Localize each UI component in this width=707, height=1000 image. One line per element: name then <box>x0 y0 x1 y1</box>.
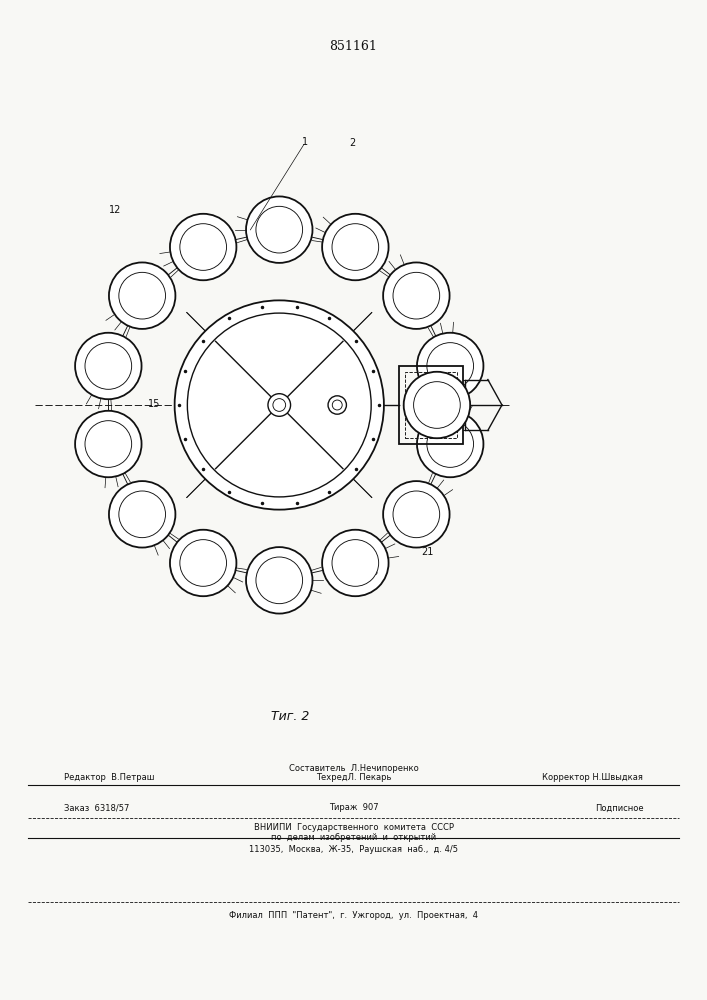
Text: ВНИИПИ  Государственного  комитета  СССР: ВНИИПИ Государственного комитета СССР <box>254 824 453 832</box>
Text: 851161: 851161 <box>329 40 378 53</box>
Circle shape <box>175 300 384 510</box>
Circle shape <box>414 382 460 428</box>
Text: 15: 15 <box>148 399 160 409</box>
Circle shape <box>427 421 474 467</box>
Text: 113035,  Москва,  Ж-35,  Раушская  наб.,  д. 4/5: 113035, Москва, Ж-35, Раушская наб., д. … <box>249 844 458 854</box>
Circle shape <box>322 214 389 280</box>
Circle shape <box>273 399 286 411</box>
Circle shape <box>393 491 440 538</box>
Text: 1: 1 <box>303 137 308 147</box>
Circle shape <box>119 272 165 319</box>
Bar <box>399 366 463 444</box>
Circle shape <box>328 396 346 414</box>
Text: Редактор  В.Петраш: Редактор В.Петраш <box>64 773 154 782</box>
Circle shape <box>322 530 389 596</box>
Circle shape <box>404 372 470 438</box>
Circle shape <box>383 481 450 548</box>
Circle shape <box>109 481 175 548</box>
Circle shape <box>393 272 440 319</box>
Text: Подписное: Подписное <box>595 804 643 812</box>
Circle shape <box>256 206 303 253</box>
Text: Τиг. 2: Τиг. 2 <box>271 710 309 723</box>
Circle shape <box>170 530 236 596</box>
Circle shape <box>332 224 379 270</box>
Circle shape <box>119 491 165 538</box>
Text: ТехредЛ. Пекарь: ТехредЛ. Пекарь <box>316 773 391 782</box>
Text: Филиал  ППП  "Патент",  г.  Ужгород,  ул.  Проектная,  4: Филиал ППП "Патент", г. Ужгород, ул. Про… <box>229 910 478 920</box>
Circle shape <box>332 540 379 586</box>
Circle shape <box>383 262 450 329</box>
Circle shape <box>246 547 312 614</box>
Circle shape <box>417 411 484 477</box>
Circle shape <box>85 421 132 467</box>
Text: Тираж  907: Тираж 907 <box>329 804 378 812</box>
Circle shape <box>417 333 484 399</box>
Circle shape <box>170 214 236 280</box>
Circle shape <box>256 557 303 604</box>
Text: 12: 12 <box>109 205 122 215</box>
Text: Корректор Н.Швыдкая: Корректор Н.Швыдкая <box>542 773 643 782</box>
Text: 13: 13 <box>367 567 380 577</box>
Circle shape <box>85 343 132 389</box>
Text: по  делам  изобретений  и  открытий: по делам изобретений и открытий <box>271 834 436 842</box>
Circle shape <box>332 400 342 410</box>
Circle shape <box>187 313 371 497</box>
Circle shape <box>180 224 226 270</box>
Circle shape <box>75 411 141 477</box>
Circle shape <box>75 333 141 399</box>
Circle shape <box>109 262 175 329</box>
Text: Составитель  Л.Нечипоренко: Составитель Л.Нечипоренко <box>288 764 419 773</box>
Circle shape <box>246 196 312 263</box>
Circle shape <box>180 540 226 586</box>
Bar <box>405 372 457 438</box>
Circle shape <box>268 394 291 416</box>
Circle shape <box>427 343 474 389</box>
Text: 2: 2 <box>349 138 355 148</box>
Text: Заказ  6318/57: Заказ 6318/57 <box>64 804 129 812</box>
Text: 21: 21 <box>421 547 434 557</box>
